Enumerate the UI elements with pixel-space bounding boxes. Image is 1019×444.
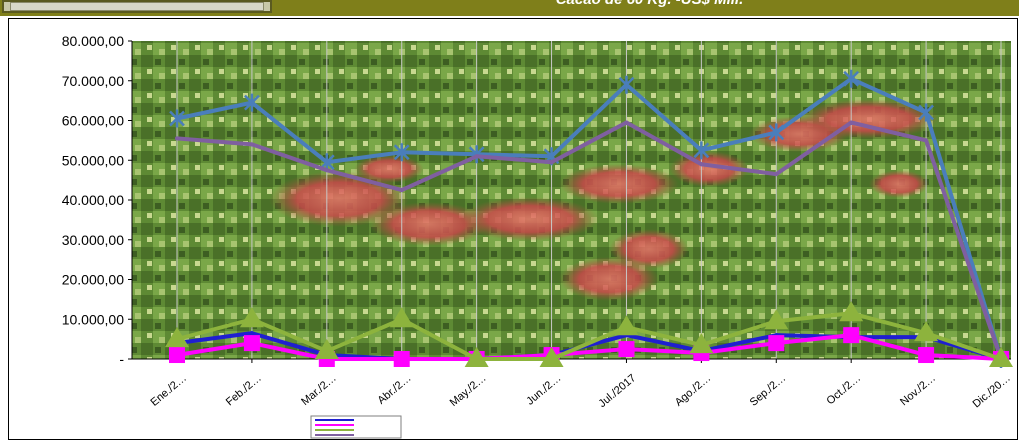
data-point bbox=[918, 103, 934, 122]
data-point bbox=[689, 333, 714, 354]
data-point bbox=[175, 136, 179, 141]
data-point bbox=[389, 307, 414, 328]
y-tick-label: 70.000,00 bbox=[62, 73, 124, 89]
data-point bbox=[249, 142, 254, 147]
data-point bbox=[618, 341, 635, 358]
x-tick-label: Abr./2… bbox=[375, 372, 413, 407]
x-tick-label: Feb./2… bbox=[224, 372, 264, 408]
x-tick-label: Nov./2… bbox=[898, 372, 938, 408]
x-tick-label: Ene./2… bbox=[148, 372, 189, 409]
data-point bbox=[624, 120, 629, 125]
data-point bbox=[399, 188, 404, 193]
data-point bbox=[169, 347, 185, 364]
data-point bbox=[918, 347, 935, 364]
data-point bbox=[393, 143, 410, 162]
data-point bbox=[843, 327, 860, 344]
data-point bbox=[768, 335, 785, 352]
series-line bbox=[176, 311, 1002, 361]
cacao-pod bbox=[269, 171, 409, 227]
header-box-inner bbox=[10, 2, 264, 11]
series-line bbox=[176, 120, 1003, 360]
x-tick-label: Sep./2… bbox=[748, 372, 789, 409]
cacao-pod bbox=[799, 99, 939, 139]
x-tick-label: Jul./2017 bbox=[596, 372, 638, 410]
data-point bbox=[614, 315, 639, 336]
data-point bbox=[699, 162, 704, 167]
foliage-texture bbox=[132, 41, 1011, 359]
data-point bbox=[549, 160, 554, 165]
data-point bbox=[618, 75, 635, 94]
data-point bbox=[324, 168, 329, 173]
data-point bbox=[914, 321, 939, 342]
x-axis-ticks: Ene./2… Feb./2… Mar./2… Abr./2… May./2… Jun./… bbox=[148, 359, 1013, 410]
chart-title: Cacao de 60 Kg. -US$ Mill. bbox=[280, 0, 1019, 8]
cacao-pod bbox=[559, 164, 679, 204]
data-point bbox=[839, 301, 864, 322]
data-point bbox=[243, 335, 260, 352]
line-chart: - 10.000,00 20.000,00 30.000,00 40.000,00 50.… bbox=[62, 33, 1013, 439]
data-point bbox=[393, 351, 410, 367]
data-point bbox=[768, 123, 785, 142]
data-point bbox=[239, 307, 264, 328]
y-tick-label: 40.000,00 bbox=[62, 192, 124, 208]
series-lines bbox=[165, 69, 1013, 368]
cacao-pod bbox=[369, 202, 489, 246]
data-point bbox=[693, 141, 710, 160]
series-line bbox=[176, 76, 1003, 360]
cacao-pod bbox=[669, 151, 749, 187]
data-point bbox=[474, 154, 479, 159]
data-point bbox=[764, 309, 789, 330]
series-5 bbox=[165, 301, 1013, 367]
data-point bbox=[244, 93, 260, 112]
y-tick-label: - bbox=[119, 351, 124, 367]
data-point bbox=[843, 69, 860, 88]
data-point bbox=[169, 109, 185, 128]
data-point bbox=[249, 331, 254, 336]
data-point bbox=[774, 172, 779, 177]
y-tick-label: 10.000,00 bbox=[62, 311, 124, 327]
cacao-pod bbox=[354, 155, 424, 183]
data-point bbox=[924, 138, 929, 143]
series-line bbox=[176, 333, 1002, 361]
data-point bbox=[539, 347, 564, 367]
cacao-pod bbox=[869, 170, 929, 198]
y-tick-label: 60.000,00 bbox=[62, 113, 124, 129]
data-point bbox=[314, 339, 339, 360]
x-tick-label: Oct./2… bbox=[824, 372, 863, 407]
data-point bbox=[989, 347, 1013, 367]
data-point bbox=[464, 347, 489, 367]
data-point bbox=[849, 120, 854, 125]
header-box bbox=[2, 0, 272, 13]
y-axis-ticks: - 10.000,00 20.000,00 30.000,00 40.000,00 50.… bbox=[62, 33, 132, 367]
chart-frame: - 10.000,00 20.000,00 30.000,00 40.000,00 50.… bbox=[8, 18, 1018, 440]
y-tick-label: 30.000,00 bbox=[62, 232, 124, 248]
plot-background-photo bbox=[132, 41, 1011, 359]
x-tick-label: Ago./2… bbox=[673, 372, 714, 409]
data-point bbox=[165, 327, 189, 348]
x-tick-label: Jun./2… bbox=[524, 372, 563, 408]
x-tick-label: Dic./20… bbox=[971, 372, 1013, 410]
legend bbox=[310, 415, 402, 439]
legend-box bbox=[310, 415, 402, 439]
x-tick-label: Mar./2… bbox=[299, 372, 339, 408]
y-tick-label: 20.000,00 bbox=[62, 272, 124, 288]
cacao-pod bbox=[559, 257, 659, 301]
x-tick-label: May./2… bbox=[448, 372, 489, 409]
y-tick-label: 80.000,00 bbox=[62, 33, 124, 49]
cacao-pod bbox=[459, 197, 599, 241]
y-tick-label: 50.000,00 bbox=[62, 152, 124, 168]
